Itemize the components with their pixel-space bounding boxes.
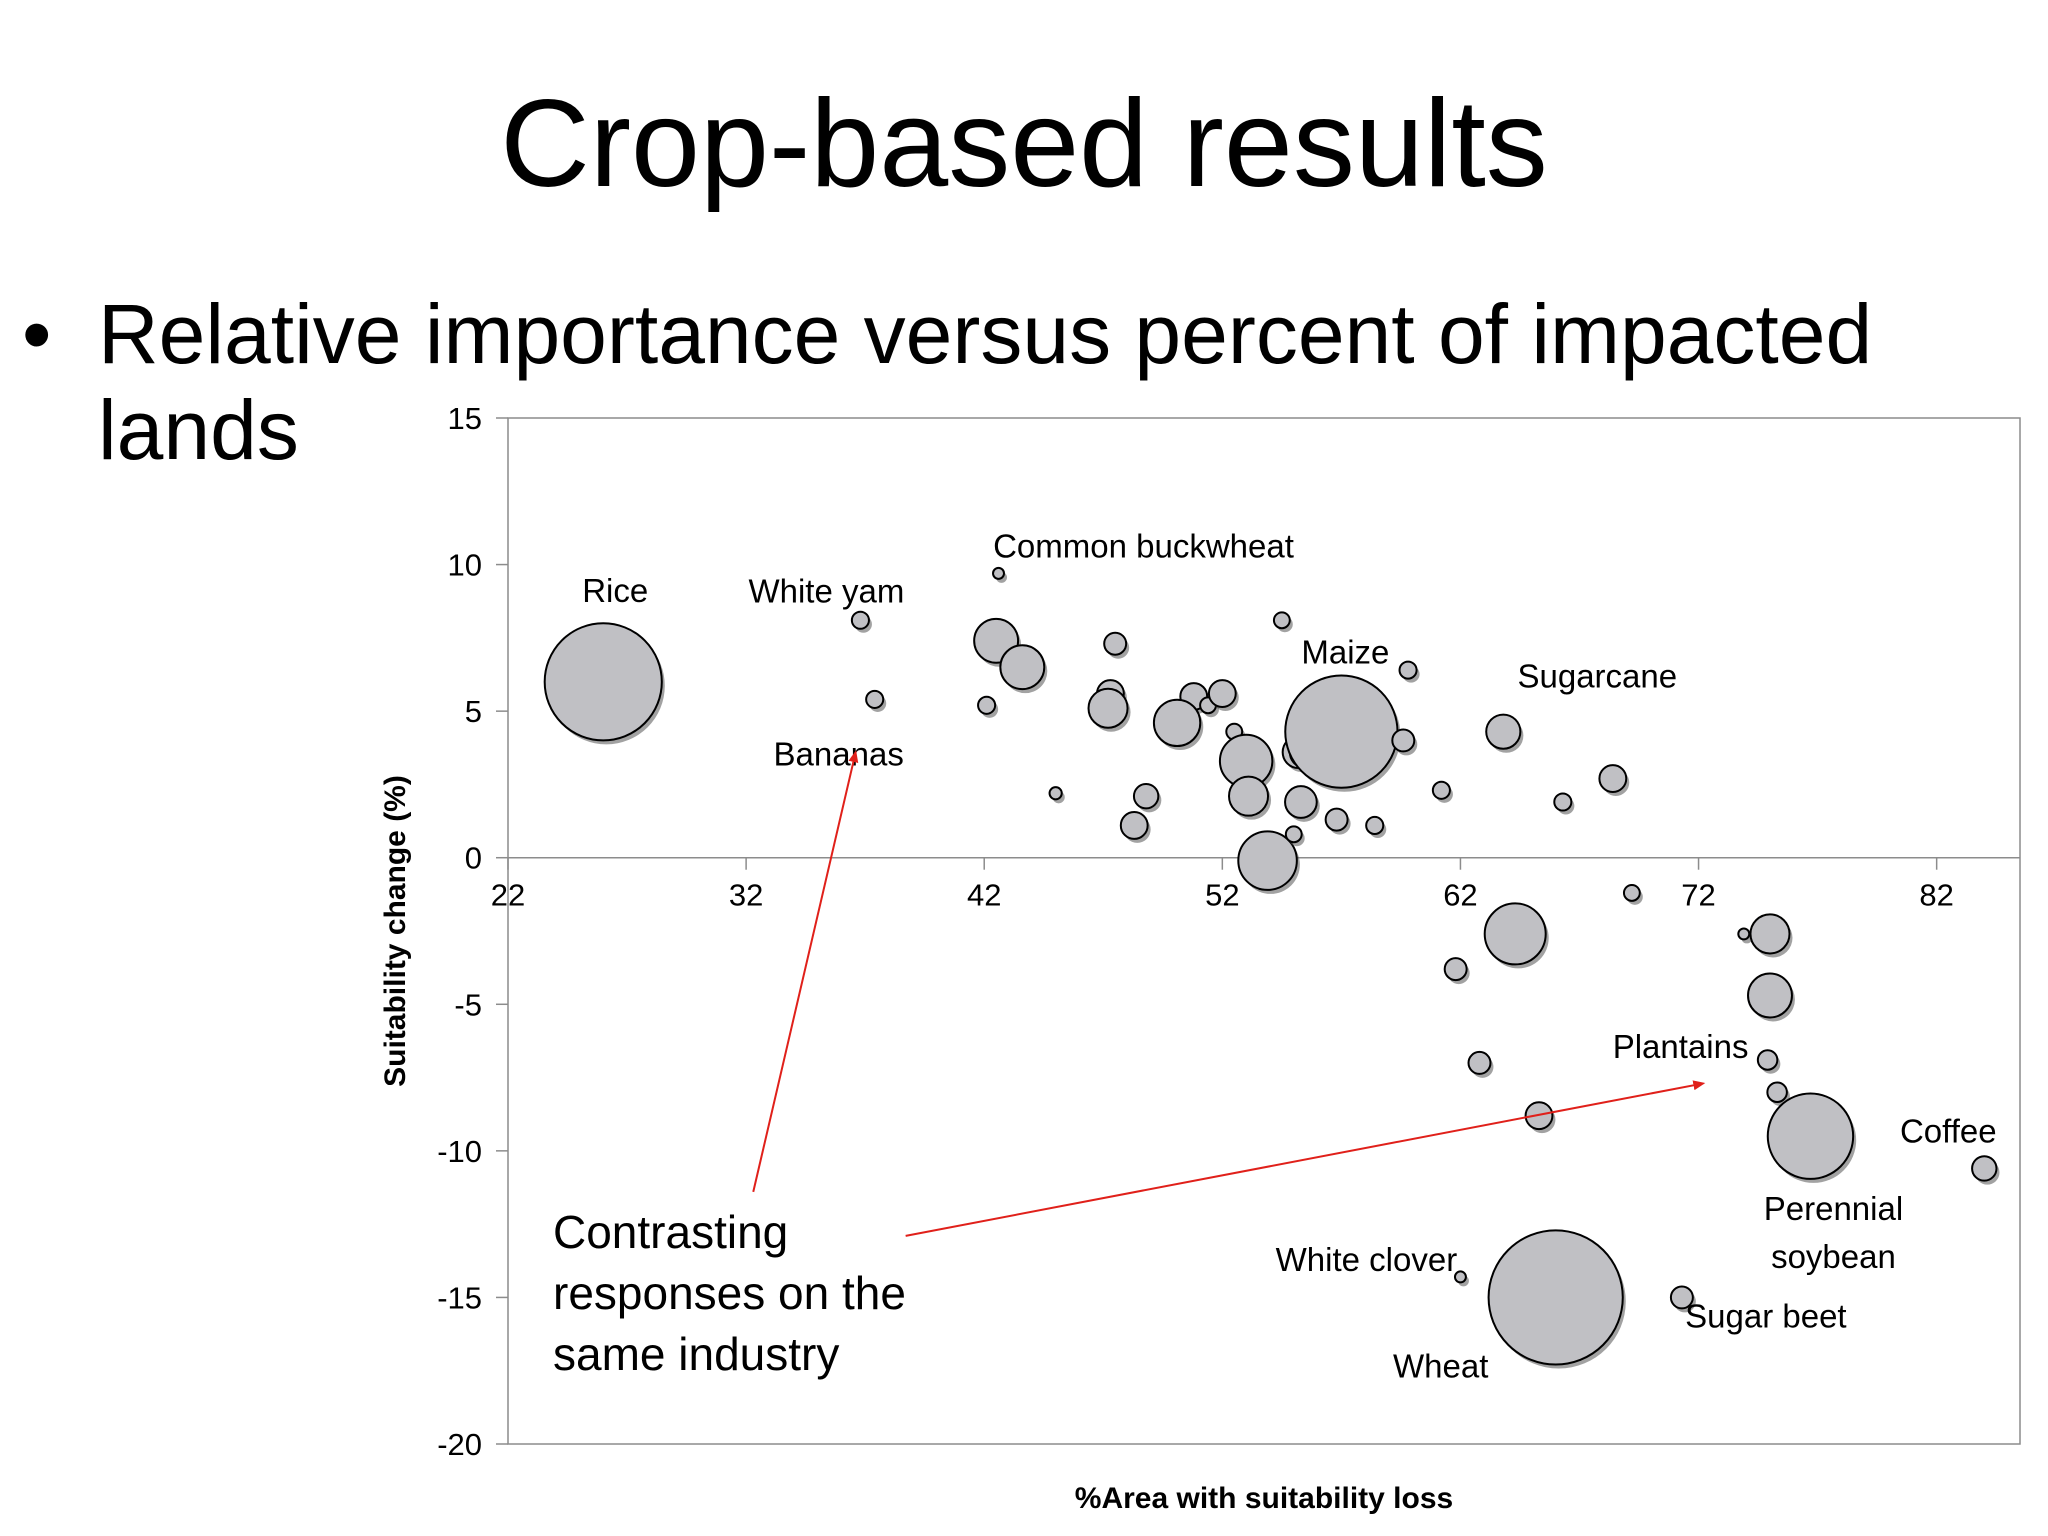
data-point-bubble	[1453, 1270, 1467, 1284]
data-point-label: Perennial soybean	[1764, 1190, 1903, 1275]
data-point-bubble	[1228, 775, 1270, 817]
data-point-bubble	[1487, 1229, 1624, 1366]
data-point-bubble	[1048, 786, 1063, 801]
y-tick-label: 0	[465, 841, 482, 876]
y-tick-label: 15	[448, 401, 482, 436]
data-point-bubble	[1971, 1155, 1998, 1182]
data-point-label: Common buckwheat	[993, 527, 1294, 564]
plot-area-frame	[507, 417, 2021, 1445]
data-point-bubble	[1766, 1092, 1855, 1180]
data-point-label: Plantains	[1613, 1028, 1749, 1065]
x-tick-label: 22	[491, 878, 525, 913]
annotation-text: Contrasting responses on the same indust…	[553, 1206, 919, 1380]
data-point-bubble	[850, 610, 870, 630]
data-point-label: Sugar beet	[1685, 1297, 1846, 1334]
data-point-bubble	[1284, 825, 1303, 844]
y-tick-label: -5	[454, 987, 482, 1022]
data-point-bubble	[1766, 1081, 1788, 1103]
data-point-label: Maize	[1301, 634, 1389, 671]
x-tick-label: 32	[729, 878, 763, 913]
x-axis-label: %Area with suitability loss	[1075, 1482, 1453, 1515]
data-point-bubble	[1622, 883, 1641, 902]
data-point-label: Rice	[582, 572, 648, 609]
data-point-bubble	[1087, 687, 1129, 729]
data-point-bubble	[865, 689, 885, 709]
data-point-bubble	[1598, 764, 1628, 793]
y-tick-label: -10	[437, 1134, 482, 1169]
data-point-bubble	[1756, 1049, 1779, 1071]
data-point-bubble	[1284, 785, 1318, 819]
y-axis-label: Suitability change (%)	[379, 775, 412, 1087]
slide-title: Crop-based results	[500, 75, 1548, 213]
y-tick-label: -15	[437, 1280, 482, 1315]
data-point-label: White yam	[748, 572, 904, 609]
x-tick-label: 42	[967, 878, 1001, 913]
y-tick-label: 5	[465, 694, 482, 729]
data-point-bubble	[1391, 728, 1416, 753]
data-point-label: Wheat	[1393, 1347, 1488, 1384]
data-point-bubble	[1553, 792, 1573, 812]
data-point-bubble	[1237, 830, 1298, 891]
data-point-bubble	[1467, 1050, 1492, 1075]
data-point-label: White clover	[1276, 1241, 1458, 1278]
data-point-bubble	[1119, 811, 1149, 840]
data-point-label: Coffee	[1900, 1112, 1997, 1149]
data-point-bubble	[1207, 679, 1237, 708]
data-point-bubble	[1398, 660, 1418, 680]
annotation-line: same industry	[553, 1328, 839, 1380]
data-point-bubble	[1272, 611, 1291, 630]
data-point-bubble	[1365, 815, 1385, 836]
data-point-bubble	[1443, 957, 1468, 982]
data-point-bubble	[999, 644, 1046, 691]
bullet-text: Relative importance versus percent of im…	[98, 287, 1873, 477]
data-point-bubble	[1431, 780, 1451, 800]
x-tick-label: 62	[1443, 878, 1477, 913]
y-tick-label: 10	[448, 548, 482, 583]
data-point-label: Bananas	[774, 735, 904, 772]
data-point-bubble	[1284, 674, 1399, 789]
data-point-bubble	[1103, 631, 1128, 656]
annotation-arrow	[752, 750, 859, 1193]
x-tick-label: 82	[1919, 878, 1953, 913]
bullet-dot-icon: •	[22, 287, 52, 381]
data-point-bubble	[1749, 913, 1791, 955]
data-point-bubble	[1485, 713, 1522, 750]
data-point-bubble	[1132, 782, 1160, 810]
data-point-bubble	[992, 566, 1005, 580]
x-tick-label: 72	[1681, 878, 1715, 913]
x-tick-label: 52	[1205, 878, 1239, 913]
data-point-bubble	[1324, 807, 1349, 832]
annotation-line: responses on the	[553, 1267, 906, 1319]
data-point-bubble	[1747, 972, 1793, 1019]
data-point-bubble	[1669, 1285, 1694, 1310]
data-point-bubble	[543, 622, 663, 742]
annotation-line: Contrasting	[553, 1206, 788, 1258]
data-point-bubble	[977, 695, 997, 715]
data-point-label: Sugarcane	[1517, 658, 1677, 695]
data-point-bubble	[1152, 698, 1202, 748]
data-point-bubble	[1737, 927, 1751, 941]
annotation-arrow	[905, 1080, 1706, 1237]
y-tick-label: -20	[437, 1427, 482, 1462]
data-point-bubble	[1483, 902, 1547, 966]
